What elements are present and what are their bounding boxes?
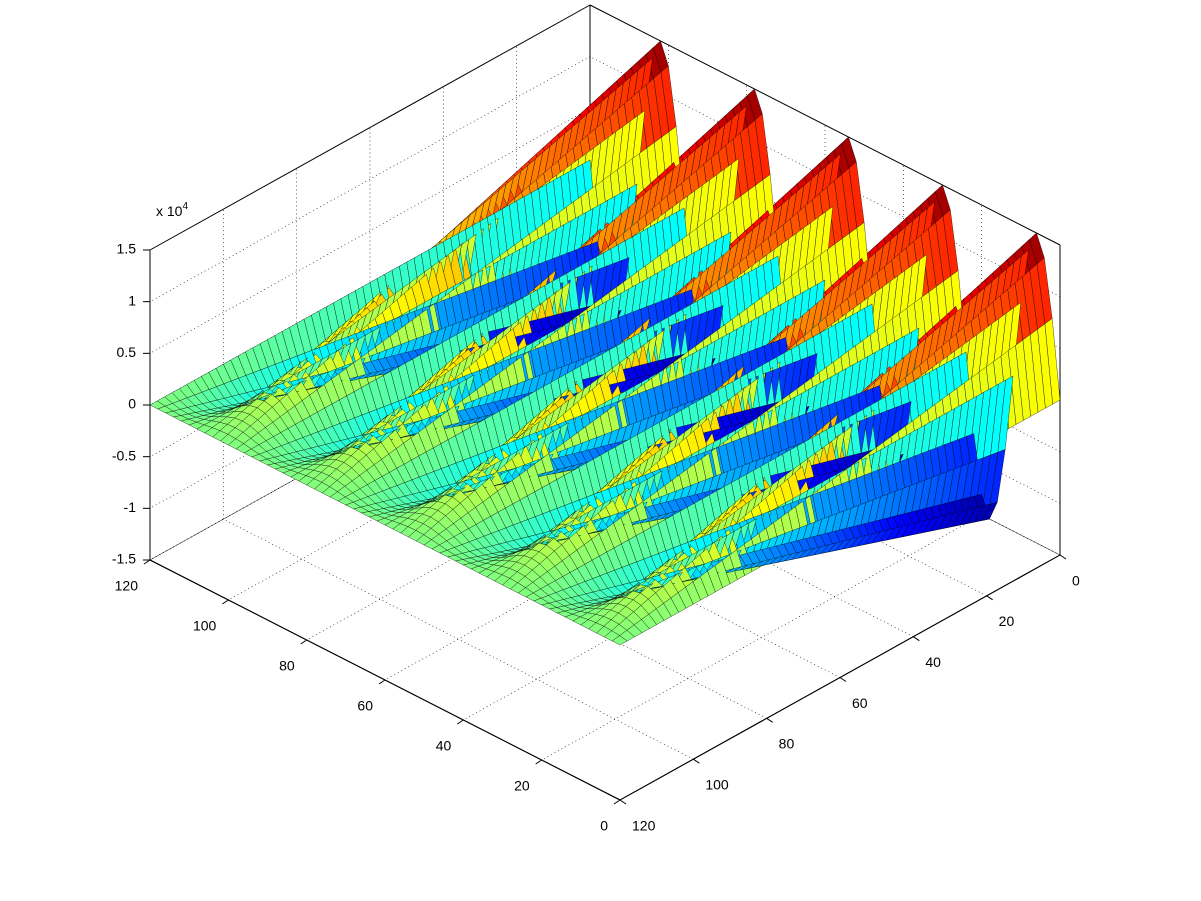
y-tick-label: 40 (925, 654, 941, 670)
z-tick-label: 1.5 (117, 241, 137, 257)
y-tick-label: 0 (1072, 572, 1080, 588)
x-tick-label: 80 (279, 657, 295, 673)
surface-plot-3d: -1.5 -1 -0.5 0 0.5 1 1.5 x 104 0 20 40 60 80 100 120 0 2… (0, 0, 1201, 901)
x-tick-label: 100 (193, 617, 217, 633)
z-tick-label: 1 (128, 292, 136, 308)
x-tick-label: 60 (357, 697, 373, 713)
surface-mesh (150, 41, 1060, 645)
z-tick-label: -0.5 (112, 447, 136, 463)
z-tick-label: 0.5 (117, 344, 137, 360)
x-tick-label: 40 (436, 737, 452, 753)
x-tick-label: 0 (600, 817, 608, 833)
z-scale-label: x 104 (156, 201, 188, 219)
y-tick-label: 60 (852, 695, 868, 711)
y-tick-label: 20 (999, 613, 1015, 629)
x-tick-label: 120 (115, 577, 139, 593)
x-tick-label: 20 (514, 777, 530, 793)
z-tick-label: 0 (128, 396, 136, 412)
y-tick-label: 80 (779, 736, 795, 752)
z-tick-label: -1.5 (112, 551, 136, 567)
y-tick-label: 120 (632, 817, 656, 833)
z-tick-label: -1 (124, 499, 137, 515)
y-tick-label: 100 (705, 777, 729, 793)
